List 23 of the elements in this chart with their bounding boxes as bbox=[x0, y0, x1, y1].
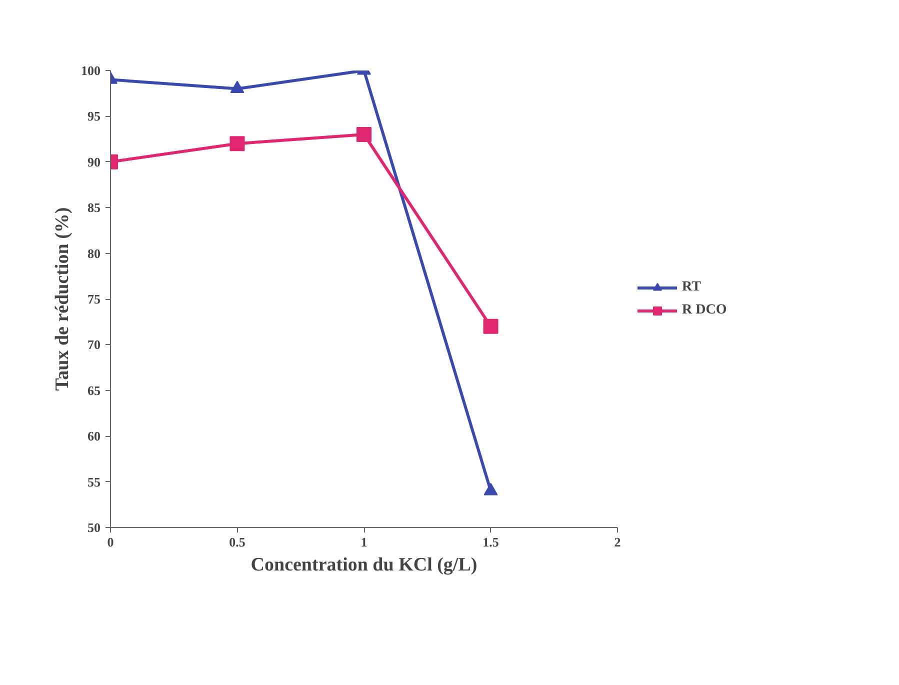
x-axis-title: Concentration du KCl (g/L) bbox=[250, 554, 478, 576]
x-tick-label: 2 bbox=[614, 534, 621, 550]
y-tick-label: 55 bbox=[88, 474, 101, 490]
y-tick-label: 90 bbox=[88, 154, 100, 170]
legend-label: RT bbox=[682, 279, 702, 295]
y-tick-label: 85 bbox=[88, 200, 101, 216]
point bbox=[483, 318, 498, 334]
y-tick-label: 65 bbox=[88, 382, 101, 398]
y-tick-label: 95 bbox=[88, 108, 101, 124]
x-tick-label: 1.5 bbox=[482, 534, 500, 550]
y-tick-label: 100 bbox=[81, 63, 100, 78]
y-tick-label: 80 bbox=[88, 246, 100, 261]
x-tick-label: 0 bbox=[107, 534, 114, 550]
x-tick-label: 1 bbox=[360, 534, 368, 550]
y-tick-label: 70 bbox=[88, 337, 100, 352]
y-tick-label: 50 bbox=[88, 520, 100, 535]
y-tick-label: 60 bbox=[88, 428, 100, 444]
y-axis-title: Taux de réduction (%) bbox=[52, 207, 73, 391]
x-tick-label: 0.5 bbox=[229, 534, 246, 550]
point bbox=[484, 482, 498, 496]
y-tick-label: 75 bbox=[88, 292, 101, 306]
legend-label: R DCO bbox=[682, 302, 727, 318]
point bbox=[356, 126, 372, 142]
